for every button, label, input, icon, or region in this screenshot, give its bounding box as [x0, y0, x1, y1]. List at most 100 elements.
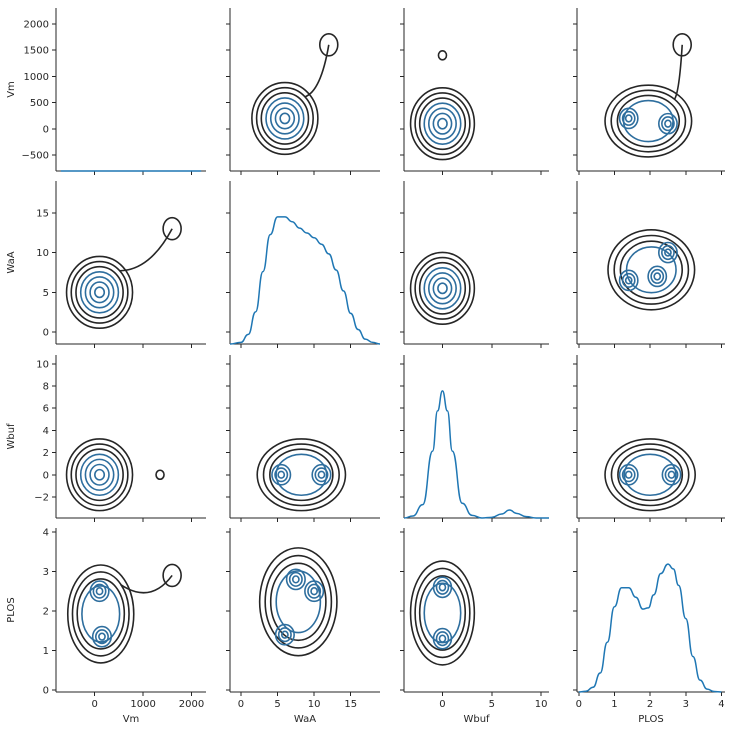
- panel-Vm-vs-Vm: −500 0 500 1000 1500 2000 Vm: [6, 8, 206, 175]
- x-tick-label: 0: [576, 699, 582, 710]
- kde-contour: [623, 453, 677, 497]
- kde-contour: [418, 97, 467, 151]
- kde-contour: [423, 267, 462, 310]
- kde-contour-island: [437, 50, 448, 61]
- kde-contour: [624, 276, 633, 285]
- panel-PLOS-vs-Wbuf: [573, 355, 725, 522]
- y-tick-label: 500: [30, 98, 49, 109]
- kde-contour: [621, 272, 636, 288]
- kde-contour: [658, 241, 678, 264]
- kde-contour: [65, 438, 134, 512]
- kde-contour: [89, 580, 110, 603]
- kde-contour: [75, 448, 124, 502]
- kde-contour: [258, 547, 338, 657]
- kde-contour: [435, 631, 450, 647]
- panel-Vm-vs-PLOS: 0 1000 2000 0 1 2 3 4 Vm PLOS: [6, 527, 206, 725]
- x-axis-title-Wbuf: Wbuf: [463, 714, 490, 725]
- x-tick-label: 1: [611, 699, 617, 710]
- kde-contour: [277, 470, 286, 479]
- y-tick-label: 15: [36, 208, 49, 219]
- kde-contour: [65, 255, 134, 329]
- x-tick-label: 15: [344, 699, 357, 710]
- kde-contour: [94, 286, 106, 299]
- kde-contour: [661, 463, 682, 486]
- kde-contour: [71, 571, 130, 657]
- kde-contour: [260, 92, 310, 145]
- y-tick-label: 3: [43, 567, 49, 578]
- kde-contour: [275, 570, 322, 634]
- kde-contour-tail: [304, 44, 330, 98]
- kde-line-PLOS: [578, 563, 722, 693]
- kde-contour: [653, 272, 662, 281]
- x-tick-label: 2000: [179, 699, 204, 710]
- y-tick-label: 0: [43, 328, 49, 339]
- y-tick-label: 2000: [24, 19, 49, 30]
- kde-contour: [414, 567, 471, 659]
- y-tick-label: 0: [43, 470, 49, 481]
- kde-contour: [432, 627, 453, 650]
- kde-contour: [438, 583, 447, 592]
- kde-contour: [288, 571, 303, 587]
- y-tick-label: 4: [43, 527, 49, 538]
- panel-Vm-vs-WaA: 0 5 10 15 WaA: [6, 181, 206, 348]
- panel-Vm-vs-Wbuf: −2 0 2 4 6 8 10 Wbuf: [6, 355, 206, 522]
- kde-contour: [621, 467, 636, 483]
- kde-contour-tail-cap: [318, 33, 339, 57]
- kde-contour: [414, 92, 471, 156]
- y-tick-label: 0: [43, 686, 49, 697]
- kde-contour: [435, 579, 450, 595]
- kde-contour: [423, 102, 462, 145]
- y-tick-label: 10: [36, 359, 49, 370]
- kde-contour: [658, 112, 678, 135]
- kde-contour: [275, 453, 328, 497]
- kde-contour: [664, 248, 672, 257]
- kde-contour: [269, 562, 327, 642]
- kde-contour: [610, 89, 687, 153]
- kde-contour: [269, 102, 300, 135]
- kde-contour: [81, 585, 121, 643]
- kde-contour: [617, 448, 684, 502]
- y-axis-title-PLOS: PLOS: [6, 597, 17, 622]
- kde-contour-tail: [673, 44, 684, 101]
- x-tick-label: 5: [489, 699, 495, 710]
- kde-contour: [89, 281, 110, 304]
- kde-contour: [84, 276, 115, 309]
- kde-contour: [418, 261, 467, 315]
- y-tick-label: 0: [43, 124, 49, 135]
- kde-contour: [98, 632, 106, 641]
- kde-contour: [279, 112, 291, 125]
- panel-Wbuf-vs-WaA: [400, 181, 549, 348]
- x-tick-label: 2: [647, 699, 653, 710]
- kde-contour: [409, 560, 476, 666]
- kde-contour: [613, 234, 690, 305]
- kde-contour: [94, 629, 109, 645]
- x-axis-title-Vm: Vm: [123, 714, 140, 725]
- y-tick-label: 1: [43, 646, 49, 657]
- kde-contour: [618, 107, 639, 130]
- kde-contour: [409, 87, 476, 161]
- kde-contour: [414, 256, 471, 320]
- kde-contour: [664, 119, 672, 128]
- panel-WaA-vs-PLOS: 0 5 10 15 WaA: [226, 528, 380, 725]
- kde-contour: [79, 271, 120, 314]
- kde-contour: [427, 272, 457, 305]
- kde-contour: [70, 260, 129, 324]
- x-tick-label: 0: [238, 699, 244, 710]
- kde-contour: [95, 587, 104, 596]
- kde-contour: [409, 251, 476, 326]
- kde-contour-tail: [120, 574, 173, 594]
- kde-contour-tail-cap: [672, 33, 693, 57]
- kde-contour-tail: [119, 228, 173, 272]
- kde-contour: [274, 623, 295, 646]
- y-tick-label: 2: [43, 448, 49, 459]
- kde-contour: [621, 110, 636, 126]
- kde-contour: [607, 228, 696, 311]
- x-axis-title-WaA: WaA: [294, 714, 316, 725]
- kde-contour: [75, 265, 124, 319]
- kde-contour: [274, 467, 289, 483]
- kde-contour: [70, 443, 129, 507]
- x-tick-label: 1000: [130, 699, 155, 710]
- panel-WaA-vs-Vm: [226, 8, 380, 175]
- kde-contour: [618, 269, 639, 292]
